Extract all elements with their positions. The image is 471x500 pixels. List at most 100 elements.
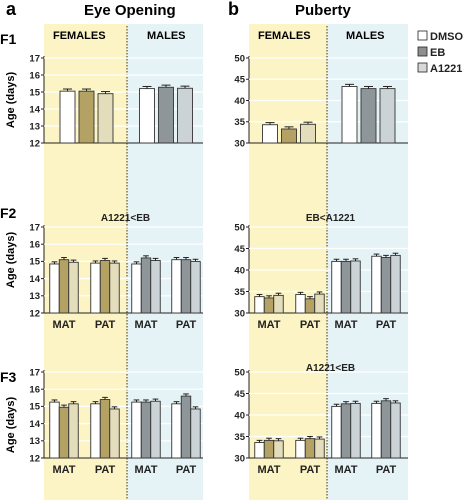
category-label: PAT (176, 319, 197, 331)
bar-dmso-pat (371, 255, 382, 314)
bar-eb-mat (263, 297, 275, 314)
y-tick-label: 12 (29, 308, 40, 319)
column-title-puberty: Puberty (295, 2, 352, 19)
bar-dmso-females (262, 124, 278, 144)
bar-dmso-mat (131, 401, 142, 459)
category-label: PAT (95, 319, 116, 331)
y-tick-label: 50 (234, 367, 245, 378)
bar-a1221-males (177, 87, 193, 144)
bar-dmso-mat (254, 442, 265, 459)
bar-a1221-mat (350, 260, 361, 314)
bar-dmso-pat (295, 439, 306, 459)
bar-dmso-mat (331, 260, 342, 314)
bar-dmso-males (341, 86, 358, 144)
panel-letter-a: a (6, 0, 17, 19)
chart-F1-puberty: 30 35 40 45 50 (234, 53, 408, 149)
bar-dmso-mat (131, 263, 142, 314)
y-axis-label-f1: Age (days) (5, 72, 17, 129)
bar-eb-mat (340, 260, 352, 314)
bar-dmso-mat (49, 263, 60, 314)
y-tick-label: 17 (29, 367, 40, 378)
chart-F2-puberty: 30 35 40 45 50 MAT PAT MAT PAT EB<A1221 (234, 213, 408, 331)
females-band-1 (249, 24, 327, 500)
y-tick-label: 40 (234, 96, 245, 107)
bar-eb-pat (304, 438, 316, 459)
chart-F2-eye-opening: 12 13 14 15 16 17 MAT PAT MAT PAT A1221<EB (29, 213, 203, 331)
bar-eb-pat (99, 260, 111, 314)
bar-eb-males (158, 86, 174, 144)
y-tick-label: 40 (234, 410, 245, 421)
bar-eb-mat (340, 403, 352, 459)
row-label-f3: F3 (0, 369, 17, 385)
bar-dmso-mat (49, 401, 60, 459)
bar-dmso-mat (254, 296, 265, 314)
category-label: PAT (95, 464, 116, 476)
bar-eb-pat (380, 257, 392, 314)
y-tick-label: 40 (234, 265, 245, 276)
row-label-f1: F1 (0, 31, 17, 47)
bar-a1221-pat (109, 262, 120, 314)
bar-a1221-pat (314, 438, 325, 459)
bar-eb-pat (180, 259, 192, 314)
bar-dmso-pat (171, 403, 182, 459)
bar-a1221-mat (273, 294, 284, 314)
bar-dmso-pat (171, 259, 182, 314)
females-label-puberty: FEMALES (258, 30, 311, 42)
category-label: MAT (257, 464, 280, 476)
y-tick-label: 12 (29, 138, 40, 149)
bar-a1221-mat (350, 402, 361, 459)
y-axis-label-f3: Age (days) (5, 397, 17, 454)
bar-a1221-mat (68, 261, 79, 314)
bar-eb-mat (58, 259, 70, 314)
bar-eb-females (78, 90, 95, 144)
legend: DMSO EB A1221 (417, 30, 463, 75)
legend-label-eb: EB (430, 47, 445, 59)
category-label: MAT (257, 319, 280, 331)
bar-eb-pat (380, 400, 392, 459)
bar-a1221-pat (390, 402, 401, 459)
bar-a1221-mat (273, 440, 284, 459)
y-tick-label: 15 (29, 87, 40, 98)
y-tick-label: 30 (234, 138, 245, 149)
category-label: MAT (334, 464, 357, 476)
stat-annotation: A1221<EB (101, 213, 150, 224)
y-tick-label: 35 (234, 117, 245, 128)
row-label-f2: F2 (0, 205, 17, 221)
bar-eb-mat (140, 257, 152, 314)
charts-layer: 12 13 14 15 16 17 30 35 40 45 50 12 13 14 15 16 17 MAT PAT… (29, 53, 408, 476)
category-label: MAT (334, 319, 357, 331)
legend-swatch-dmso (417, 30, 428, 41)
category-label: PAT (376, 464, 397, 476)
chart-F3-eye-opening: 12 13 14 15 16 17 MAT PAT MAT PAT (29, 367, 203, 476)
category-label: PAT (300, 464, 321, 476)
bar-a1221-pat (109, 408, 120, 459)
y-tick-label: 45 (234, 389, 245, 400)
males-label-eye-opening: MALES (147, 30, 186, 42)
y-tick-label: 14 (29, 274, 40, 285)
bar-eb-pat (180, 395, 192, 459)
chart-F3-puberty: 30 35 40 45 50 MAT PAT MAT PAT A1221<EB (234, 363, 408, 476)
category-label: PAT (300, 319, 321, 331)
y-tick-label: 15 (29, 257, 40, 268)
y-tick-label: 13 (29, 121, 40, 132)
bar-dmso-males (139, 88, 155, 144)
y-tick-label: 16 (29, 240, 40, 251)
bar-a1221-pat (390, 254, 401, 314)
legend-label-dmso: DMSO (430, 31, 463, 43)
y-tick-label: 14 (29, 419, 40, 430)
column-title-eye-opening: Eye Opening (84, 2, 176, 19)
y-tick-label: 17 (29, 53, 40, 64)
category-label: MAT (52, 464, 75, 476)
bar-dmso-mat (331, 405, 342, 459)
category-label: MAT (52, 319, 75, 331)
bar-dmso-pat (90, 262, 101, 314)
y-tick-label: 30 (234, 308, 245, 319)
bar-a1221-pat (190, 408, 201, 459)
category-label: MAT (134, 319, 157, 331)
y-axis-label-f2: Age (days) (5, 232, 17, 289)
legend-label-a1221: A1221 (430, 63, 462, 75)
category-label: MAT (134, 464, 157, 476)
legend-swatch-eb (417, 46, 428, 57)
bar-eb-pat (99, 399, 111, 459)
